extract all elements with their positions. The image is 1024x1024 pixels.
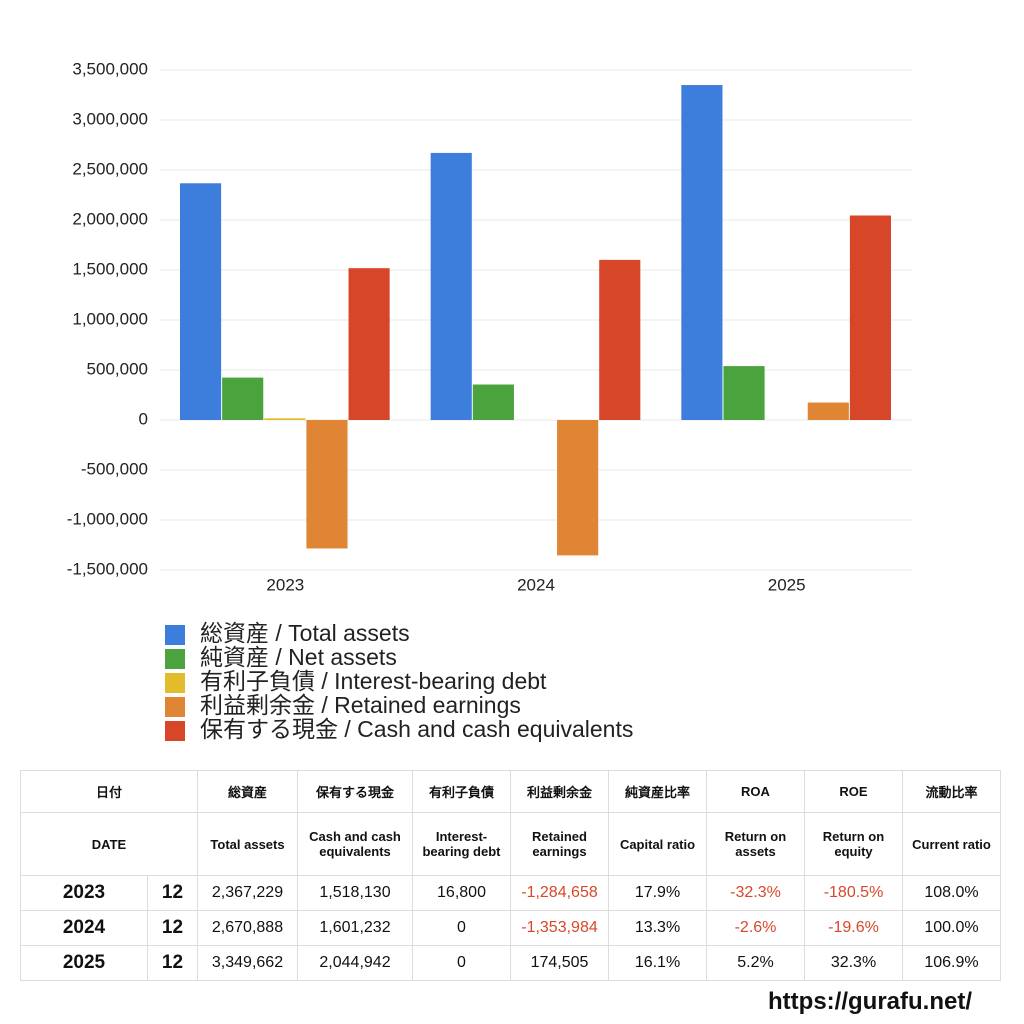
table-cell: 12 xyxy=(147,875,198,911)
table-cell: 12 xyxy=(147,910,198,946)
legend-swatch xyxy=(165,649,185,669)
y-tick-label: 0 xyxy=(139,409,148,428)
table-cell: 3,349,662 xyxy=(197,945,298,981)
header-cell: 流動比率 xyxy=(902,770,1001,813)
y-tick-label: 1,500,000 xyxy=(72,259,148,278)
table-cell: -2.6% xyxy=(706,910,805,946)
legend-label: 利益剰余金 / Retained earnings xyxy=(200,692,521,718)
table-cell: 106.9% xyxy=(902,945,1001,981)
header-cell: Total assets xyxy=(197,812,298,876)
table-cell: 2023 xyxy=(20,875,148,911)
legend-label: 総資産 / Total assets xyxy=(200,620,410,646)
y-tick-label: 3,500,000 xyxy=(72,59,148,78)
header-cell: Capital ratio xyxy=(608,812,707,876)
header-cell: 保有する現金 xyxy=(297,770,413,813)
bar xyxy=(723,366,765,420)
legend-swatch xyxy=(165,625,185,645)
table-cell: 13.3% xyxy=(608,910,707,946)
header-cell: 純資産比率 xyxy=(608,770,707,813)
chart: -1,500,000 -1,000,000 -500,000 0 500,000 1,00… xyxy=(67,59,912,742)
header-cell: Cash and cash equivalents xyxy=(297,812,413,876)
y-tick-label: 2,000,000 xyxy=(72,209,148,228)
header-cell: Current ratio xyxy=(902,812,1001,876)
table-cell: 0 xyxy=(412,945,511,981)
site-url: https://gurafu.net/ xyxy=(768,988,972,1015)
table-cell: 0 xyxy=(412,910,511,946)
bar xyxy=(264,418,306,420)
table-cell: 12 xyxy=(147,945,198,981)
legend-label: 純資産 / Net assets xyxy=(200,644,397,670)
x-tick-label: 2024 xyxy=(517,575,555,594)
x-tick-label: 2023 xyxy=(266,575,304,594)
y-tick-label: -1,500,000 xyxy=(67,559,148,578)
table-cell: 32.3% xyxy=(804,945,903,981)
table-cell: 2,367,229 xyxy=(197,875,298,911)
table-cell: -32.3% xyxy=(706,875,805,911)
bar xyxy=(849,215,891,420)
bar xyxy=(180,183,222,420)
legend-swatch xyxy=(165,721,185,741)
header-cell: Return on assets xyxy=(706,812,805,876)
header-cell: Interest-bearing debt xyxy=(412,812,511,876)
legend-label: 保有する現金 / Cash and cash equivalents xyxy=(200,716,633,742)
table-cell: 2,670,888 xyxy=(197,910,298,946)
table-cell: 2025 xyxy=(20,945,148,981)
table-cell: -1,353,984 xyxy=(510,910,609,946)
header-cell: 利益剰余金 xyxy=(510,770,609,813)
header-cell: 有利子負債 xyxy=(412,770,511,813)
bar xyxy=(557,420,599,556)
header-cell: DATE xyxy=(20,812,198,876)
header-cell: ROE xyxy=(804,770,903,813)
table-cell: 1,601,232 xyxy=(297,910,413,946)
x-tick-label: 2025 xyxy=(768,575,806,594)
table-cell: -1,284,658 xyxy=(510,875,609,911)
table-cell: 108.0% xyxy=(902,875,1001,911)
y-tick-label: 2,500,000 xyxy=(72,159,148,178)
table-cell: 2024 xyxy=(20,910,148,946)
table-cell: 174,505 xyxy=(510,945,609,981)
table-cell: 5.2% xyxy=(706,945,805,981)
table-cell: -19.6% xyxy=(804,910,903,946)
table-cell: 100.0% xyxy=(902,910,1001,946)
y-tick-label: -1,000,000 xyxy=(67,509,148,528)
bar xyxy=(348,268,390,420)
bar xyxy=(807,402,849,420)
table-cell: 1,518,130 xyxy=(297,875,413,911)
bar xyxy=(306,420,348,549)
bar xyxy=(430,152,472,420)
bar xyxy=(472,384,514,420)
table-cell: 16,800 xyxy=(412,875,511,911)
y-tick-label: -500,000 xyxy=(81,459,148,478)
y-tick-label: 3,000,000 xyxy=(72,109,148,128)
legend-label: 有利子負債 / Interest-bearing debt xyxy=(200,668,547,694)
bar xyxy=(681,85,723,420)
table-cell: 17.9% xyxy=(608,875,707,911)
data-table: 日付 総資産 保有する現金 有利子負債 利益剰余金 純資産比率 ROA ROE 流動比率 DATE… xyxy=(20,770,1001,981)
bar xyxy=(599,259,641,420)
table-cell: -180.5% xyxy=(804,875,903,911)
header-cell: 総資産 xyxy=(197,770,298,813)
y-tick-label: 1,000,000 xyxy=(72,309,148,328)
bar xyxy=(222,377,264,420)
header-cell: Retained earnings xyxy=(510,812,609,876)
table-cell: 16.1% xyxy=(608,945,707,981)
legend-swatch xyxy=(165,697,185,717)
header-cell: 日付 xyxy=(20,770,198,813)
table-cell: 2,044,942 xyxy=(297,945,413,981)
header-cell: Return on equity xyxy=(804,812,903,876)
legend-swatch xyxy=(165,673,185,693)
y-tick-label: 500,000 xyxy=(87,359,148,378)
header-cell: ROA xyxy=(706,770,805,813)
